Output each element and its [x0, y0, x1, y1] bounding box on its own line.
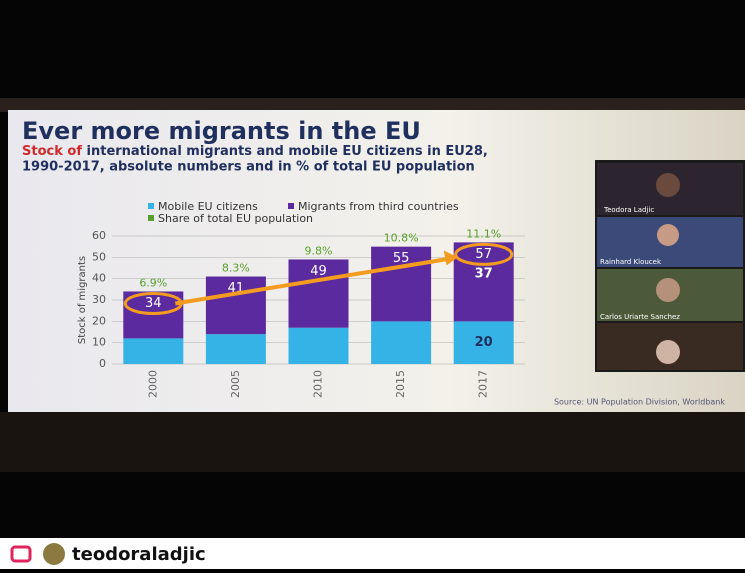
footer: [0, 538, 745, 569]
highlight-ring: [454, 242, 514, 266]
y-tick-label: 10: [92, 336, 106, 349]
y-tick-label: 40: [92, 272, 106, 285]
chart-subtitle: Stock of international migrants and mobi…: [22, 144, 488, 159]
bar-segment: [371, 321, 432, 364]
participant-face: [657, 224, 679, 246]
bar-segment: [288, 259, 349, 328]
share-label: 8.3%: [222, 262, 250, 275]
bar-segment: [371, 246, 432, 322]
legend-label: Share of total EU population: [158, 212, 313, 225]
arrow-head: [443, 250, 458, 266]
participant-name: Teodora Ladjic: [603, 206, 654, 214]
participant-face: [656, 173, 680, 197]
total-label: 57: [475, 247, 492, 262]
participant-face: [656, 278, 680, 302]
y-tick-label: 60: [92, 229, 106, 242]
legend-swatch: [288, 203, 294, 209]
chart-title: Ever more migrants in the EU: [22, 117, 421, 145]
chart: 0 10 20 30 40 50 60 Mobile EU citizens Migrants …: [92, 200, 525, 398]
x-tick-label: 2005: [229, 370, 242, 398]
participant-name: Rainhard Kloucek: [600, 258, 662, 266]
username[interactable]: teodoraladjic: [72, 544, 206, 565]
bar-segment: [205, 334, 266, 364]
legend-swatch: [148, 215, 154, 221]
source: Source: UN Population Division, Worldban…: [554, 398, 725, 407]
x-tick-label: 2000: [146, 370, 159, 398]
chart-subtitle-line2: 1990-2017, absolute numbers and in % of …: [22, 160, 475, 175]
video-panel: Teodora Ladjic Rainhard Kloucek Carlos U…: [595, 160, 745, 372]
total-label: 55: [393, 251, 410, 266]
bar-segment: [453, 242, 514, 322]
subtitle-highlight: Stock of: [22, 144, 82, 159]
legend-label: Migrants from third countries: [298, 200, 459, 213]
x-tick-label: 2015: [394, 370, 407, 398]
y-tick-label: 50: [92, 250, 106, 263]
bar-segment: [123, 338, 184, 364]
bar-segment: [453, 321, 514, 364]
participant-name: Carlos Uriarte Sanchez: [600, 313, 680, 321]
total-label: 34: [145, 296, 162, 311]
repost-icon[interactable]: [10, 545, 32, 563]
share-label: 10.8%: [384, 232, 419, 245]
value-label: 20: [475, 335, 493, 350]
value-label: 37: [475, 266, 493, 281]
trend-arrow: [174, 256, 453, 306]
legend-swatch: [148, 203, 154, 209]
y-tick-label: 20: [92, 314, 106, 327]
x-tick-label: 2010: [312, 370, 325, 398]
bar-segment: [288, 327, 349, 364]
participant-face: [656, 340, 680, 364]
y-tick-label: 0: [99, 357, 106, 370]
screen-bottom: [0, 412, 745, 472]
subtitle-text: international migrants and mobile EU cit…: [87, 144, 488, 159]
legend-label: Mobile EU citizens: [158, 200, 258, 213]
share-label: 6.9%: [139, 276, 167, 289]
x-tick-label: 2017: [477, 370, 490, 398]
y-tick-label: 30: [92, 293, 106, 306]
screen-bezel: [0, 98, 745, 112]
avatar[interactable]: [43, 543, 65, 565]
highlight-ring: [123, 291, 183, 315]
share-label: 9.8%: [305, 244, 333, 257]
bar-segment: [205, 276, 266, 335]
total-label: 49: [310, 264, 327, 279]
y-axis-label: Stock of migrants: [77, 256, 88, 344]
share-label: 11.1%: [466, 227, 501, 240]
